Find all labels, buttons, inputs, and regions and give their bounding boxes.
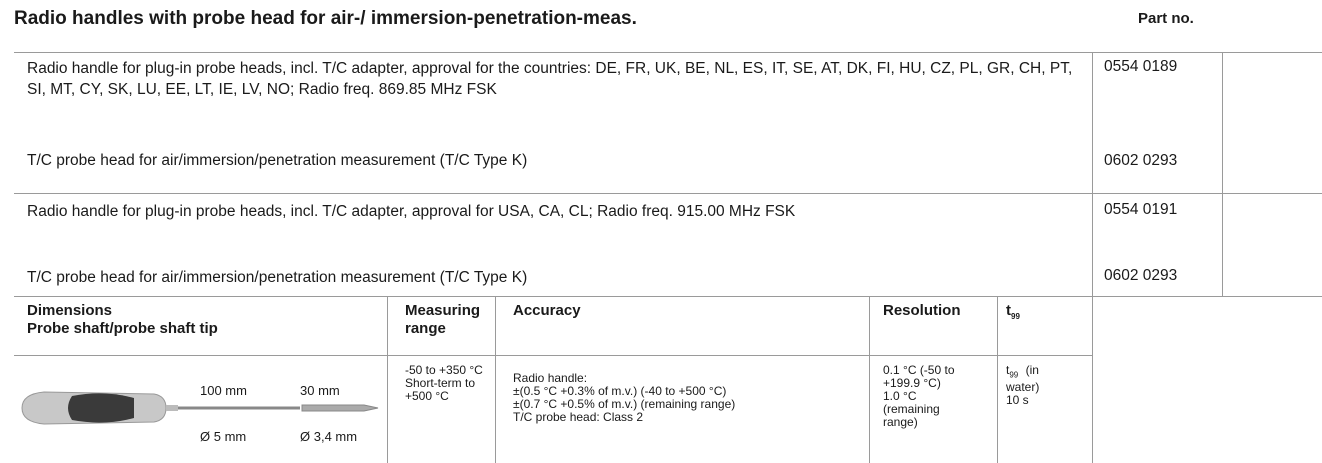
cell-text: (in: [1026, 363, 1039, 377]
header-accuracy: Accuracy: [513, 302, 581, 320]
dim-label: 30 mm: [300, 384, 340, 397]
rule: [869, 296, 870, 463]
cell-text: T/C probe head: Class 2: [513, 411, 735, 424]
item-description: Radio handle for plug-in probe heads, in…: [27, 201, 1082, 222]
item-description: T/C probe head for air/immersion/penetra…: [27, 267, 1082, 288]
page: Radio handles with probe head for air-/ …: [0, 0, 1322, 463]
rule: [997, 296, 998, 463]
rule: [14, 52, 1322, 53]
part-no-label: Part no.: [1138, 10, 1194, 27]
header-subscript: 99: [1011, 312, 1020, 321]
cell-resolution: 0.1 °C (-50 to+199.9 °C)1.0 °C(remaining…: [883, 364, 955, 429]
header-dimensions: Dimensions Probe shaft/probe shaft tip: [27, 302, 218, 338]
item-description: T/C probe head for air/immersion/penetra…: [27, 150, 1082, 171]
rule: [14, 296, 1322, 297]
rule: [1092, 296, 1093, 463]
rule: [1092, 52, 1093, 296]
rule: [14, 193, 1322, 194]
item-part-no: 0602 0293: [1104, 152, 1177, 170]
cell-text: +500 °C: [405, 390, 483, 403]
item-part-no: 0602 0293: [1104, 267, 1177, 285]
dim-label: Ø 5 mm: [200, 430, 246, 443]
header-resolution: Resolution: [883, 302, 961, 320]
tip: [302, 405, 378, 411]
header-text: range: [405, 320, 480, 338]
title: Radio handles with probe head for air-/ …: [14, 8, 637, 30]
header-text: Dimensions: [27, 302, 218, 320]
header-text: Measuring: [405, 302, 480, 320]
rule: [1222, 52, 1223, 296]
header-text: Probe shaft/probe shaft tip: [27, 320, 218, 338]
dim-label: Ø 3,4 mm: [300, 430, 357, 443]
cell-text: 10 s: [1006, 394, 1039, 407]
dim-label: 100 mm: [200, 384, 247, 397]
probe-drawing: [14, 356, 386, 463]
header-t99: t99: [1006, 302, 1020, 326]
header-range: Measuring range: [405, 302, 480, 338]
item-description: Radio handle for plug-in probe heads, in…: [27, 58, 1082, 100]
collar: [166, 405, 178, 411]
item-part-no: 0554 0189: [1104, 58, 1177, 76]
rule: [387, 296, 388, 463]
item-part-no: 0554 0191: [1104, 201, 1177, 219]
cell-text: range): [883, 416, 955, 429]
rule: [495, 296, 496, 463]
cell-accuracy: Radio handle:±(0.5 °C +0.3% of m.v.) (-4…: [513, 372, 735, 424]
grip: [68, 393, 134, 422]
cell-subscript: 99: [1009, 370, 1018, 379]
